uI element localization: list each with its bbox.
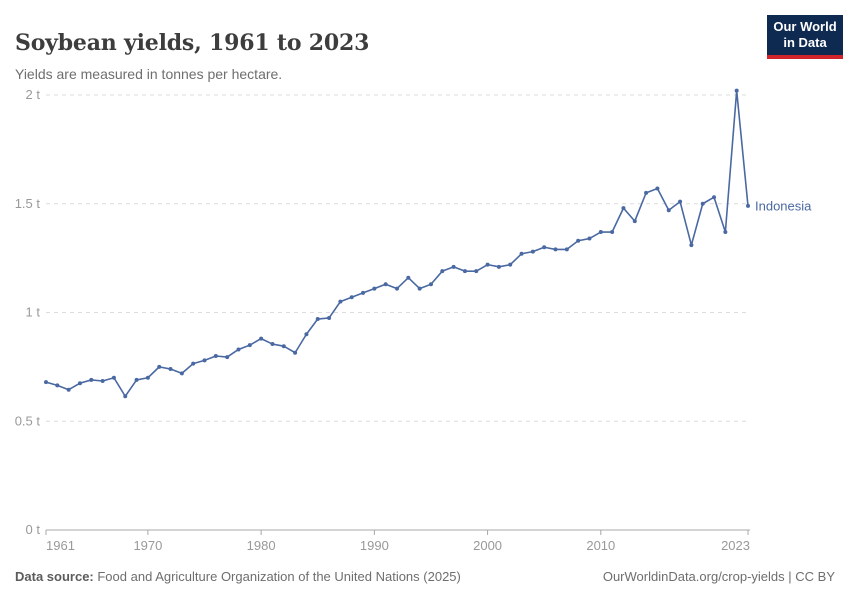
data-point bbox=[270, 342, 275, 347]
data-point bbox=[168, 367, 173, 372]
x-tick-label: 1990 bbox=[360, 538, 389, 553]
data-point bbox=[553, 247, 558, 252]
x-tick-label: 2000 bbox=[473, 538, 502, 553]
data-point bbox=[111, 375, 116, 380]
data-point bbox=[236, 347, 241, 352]
data-point bbox=[508, 262, 513, 267]
owid-logo-text: Our World in Data bbox=[767, 15, 843, 55]
data-point bbox=[100, 379, 105, 384]
data-point bbox=[485, 262, 490, 267]
data-point bbox=[474, 269, 479, 274]
y-tick-label: 0.5 t bbox=[15, 413, 41, 428]
chart-subtitle: Yields are measured in tonnes per hectar… bbox=[15, 66, 283, 82]
data-point bbox=[66, 387, 71, 392]
data-point bbox=[349, 295, 354, 300]
owid-logo-accent-bar bbox=[767, 55, 843, 59]
data-point bbox=[293, 350, 298, 355]
data-point bbox=[259, 336, 264, 341]
data-point bbox=[179, 371, 184, 376]
data-point bbox=[77, 381, 82, 386]
owid-logo-line2: in Data bbox=[783, 35, 827, 50]
data-point bbox=[644, 190, 649, 195]
data-point bbox=[191, 361, 196, 366]
data-point bbox=[689, 243, 694, 248]
y-tick-label: 1 t bbox=[26, 305, 41, 320]
data-point bbox=[383, 282, 388, 287]
chart-line bbox=[45, 89, 749, 398]
data-point bbox=[632, 219, 637, 224]
data-point bbox=[123, 394, 128, 399]
data-point bbox=[213, 354, 218, 358]
data-point bbox=[55, 383, 60, 388]
data-point bbox=[564, 247, 569, 252]
data-point bbox=[145, 375, 150, 380]
data-point bbox=[44, 380, 48, 385]
chart-title: Soybean yields, 1961 to 2023 bbox=[15, 29, 370, 56]
data-point bbox=[281, 344, 286, 349]
x-tick-label: 2023 bbox=[721, 538, 750, 553]
chart-footer: Data source: Food and Agriculture Organi… bbox=[15, 569, 835, 584]
line-chart-canvas[interactable]: 0 t 0.5 t 1 t 1.5 t 2 t 1961 1970 1980 1990 2000 2… bbox=[0, 0, 850, 560]
data-point bbox=[655, 186, 660, 191]
data-point bbox=[542, 245, 547, 250]
data-point bbox=[440, 269, 445, 274]
data-point bbox=[134, 377, 139, 382]
data-point bbox=[202, 358, 207, 363]
data-point bbox=[621, 206, 626, 211]
x-tick-label: 1961 bbox=[46, 538, 75, 553]
x-tick-label: 1970 bbox=[133, 538, 162, 553]
data-point bbox=[723, 230, 728, 235]
data-point bbox=[304, 332, 309, 337]
data-point bbox=[315, 317, 320, 322]
data-point bbox=[530, 249, 535, 254]
data-source-label: Data source: bbox=[15, 569, 94, 584]
data-point bbox=[406, 275, 411, 280]
data-point bbox=[372, 286, 377, 291]
data-point bbox=[576, 238, 581, 243]
data-point bbox=[587, 236, 592, 241]
data-source: Data source: Food and Agriculture Organi… bbox=[15, 569, 461, 584]
data-point bbox=[598, 230, 603, 235]
data-point bbox=[361, 290, 366, 295]
data-point bbox=[496, 264, 501, 269]
data-point bbox=[327, 315, 332, 320]
data-point bbox=[157, 364, 162, 369]
data-point bbox=[610, 230, 615, 235]
x-tick-label: 1980 bbox=[247, 538, 276, 553]
series-entity-label[interactable]: Indonesia bbox=[755, 198, 812, 213]
data-point bbox=[225, 355, 230, 360]
data-point bbox=[519, 251, 524, 256]
data-source-text: Food and Agriculture Organization of the… bbox=[93, 569, 461, 584]
owid-logo[interactable]: Our World in Data bbox=[767, 15, 843, 59]
data-point bbox=[428, 282, 433, 287]
data-point bbox=[746, 203, 750, 208]
data-point bbox=[451, 264, 456, 269]
owid-logo-line1: Our World bbox=[773, 19, 837, 34]
data-point bbox=[712, 195, 717, 200]
data-point bbox=[666, 208, 671, 213]
data-point bbox=[247, 343, 252, 348]
y-tick-label: 0 t bbox=[26, 522, 41, 537]
data-point bbox=[734, 88, 739, 93]
data-point bbox=[462, 269, 467, 274]
y-tick-label: 1.5 t bbox=[15, 196, 41, 211]
y-tick-label: 2 t bbox=[26, 87, 41, 102]
data-point bbox=[417, 286, 422, 291]
data-point bbox=[700, 201, 705, 206]
data-point bbox=[338, 299, 343, 304]
data-point bbox=[89, 377, 94, 382]
data-point bbox=[395, 286, 399, 291]
x-tick-label: 2010 bbox=[586, 538, 615, 553]
data-point bbox=[678, 199, 683, 204]
footer-citation-link[interactable]: OurWorldinData.org/crop-yields | CC BY bbox=[602, 569, 835, 584]
